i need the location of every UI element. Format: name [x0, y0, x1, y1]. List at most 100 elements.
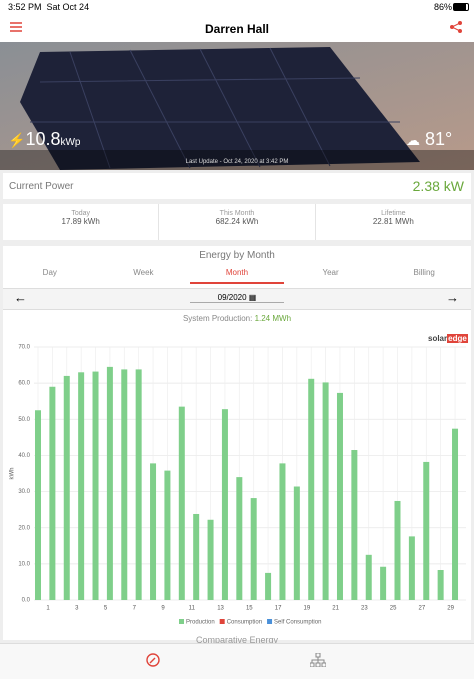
- tab[interactable]: Billing: [413, 268, 435, 277]
- x-tick-label: 27: [419, 606, 426, 612]
- x-tick-label: 29: [447, 606, 454, 612]
- bar: [336, 392, 343, 600]
- y-tick-label: 30.0: [18, 489, 30, 495]
- bar: [279, 463, 286, 600]
- layout-tab[interactable]: [310, 653, 326, 667]
- legend-label: Self Consumption: [274, 620, 321, 626]
- brand: solar: [428, 334, 448, 343]
- tab[interactable]: Week: [133, 268, 154, 277]
- stat: This Month 682.24 kWh: [158, 204, 314, 240]
- y-axis-label: kWh: [10, 468, 16, 480]
- bar: [135, 369, 142, 600]
- menu-icon[interactable]: [10, 22, 22, 32]
- x-tick-label: 5: [104, 606, 108, 612]
- bar: [265, 572, 272, 600]
- x-tick-label: 15: [246, 606, 253, 612]
- bar: [63, 375, 70, 600]
- tab[interactable]: Month: [190, 268, 284, 284]
- x-tick-label: 7: [133, 606, 137, 612]
- time: 3:52 PM: [8, 2, 42, 12]
- battery: 86%: [434, 2, 453, 12]
- brand-accent: edge: [447, 334, 468, 343]
- share-icon[interactable]: [450, 21, 462, 33]
- stat: Today 17.89 kWh: [3, 204, 158, 240]
- y-tick-label: 40.0: [18, 453, 30, 459]
- period-picker[interactable]: 09/2020 ▦: [190, 293, 284, 303]
- bar: [78, 372, 85, 600]
- x-tick-label: 23: [361, 606, 368, 612]
- bar: [423, 461, 430, 600]
- bar: [92, 371, 99, 600]
- hero-image: [0, 42, 474, 170]
- bar: [150, 463, 157, 600]
- bar: [408, 536, 415, 600]
- bar: [380, 566, 387, 600]
- current-power-value: 2.38 kW: [412, 178, 464, 194]
- x-tick-label: 9: [161, 606, 165, 612]
- stat-label: This Month: [219, 210, 255, 217]
- stat-label: Lifetime: [381, 210, 406, 217]
- tab[interactable]: Day: [42, 268, 57, 277]
- y-tick-label: 0.0: [22, 598, 31, 604]
- peak-unit: kWp: [60, 137, 81, 148]
- bar: [437, 570, 444, 600]
- system-production: System Production: 1.24 MWh: [0, 314, 474, 323]
- date: Sat Oct 24: [46, 2, 90, 12]
- production-label: System Production:: [182, 314, 253, 323]
- dashboard-tab[interactable]: [146, 653, 160, 667]
- last-update: Last Update - Oct 24, 2020 at 3:42 PM: [185, 159, 289, 165]
- legend-swatch: [219, 619, 225, 624]
- legend-label: Consumption: [227, 620, 262, 626]
- stat-value: 682.24 kWh: [215, 217, 259, 226]
- peak-power: ⚡10.8kWp: [8, 129, 81, 149]
- production-value: 1.24 MWh: [254, 314, 292, 323]
- bar: [236, 477, 243, 600]
- legend-label: Production: [186, 620, 215, 626]
- x-tick-label: 17: [275, 606, 282, 612]
- header-title: Darren Hall: [204, 22, 270, 36]
- y-tick-label: 50.0: [18, 417, 30, 423]
- stat: Lifetime 22.81 MWh: [314, 204, 471, 240]
- bar: [106, 366, 113, 600]
- stats-card: Today 17.89 kWh This Month 682.24 kWh Lifeti…: [3, 204, 471, 240]
- current-power-label: Current Power: [9, 181, 74, 192]
- weather: ☁ 81°: [406, 129, 453, 149]
- bar: [49, 386, 56, 600]
- peak-value: 10.8: [25, 129, 61, 149]
- bar: [121, 369, 128, 600]
- bar: [365, 554, 372, 600]
- bar: [351, 450, 358, 600]
- x-tick-label: 11: [189, 606, 196, 612]
- y-tick-label: 10.0: [18, 561, 30, 567]
- tab[interactable]: Year: [322, 268, 339, 277]
- bar: [164, 470, 171, 600]
- current-power-card: [3, 173, 471, 199]
- prev-arrow[interactable]: ←: [14, 290, 27, 305]
- next-arrow[interactable]: →: [446, 290, 459, 305]
- bar: [207, 519, 214, 600]
- x-tick-label: 1: [46, 606, 50, 612]
- bar: [293, 486, 300, 600]
- bar: [308, 378, 315, 600]
- legend-swatch: [267, 619, 273, 624]
- x-tick-label: 21: [332, 606, 339, 612]
- bar: [193, 513, 200, 600]
- period: 09/2020: [217, 293, 247, 302]
- bar: [394, 500, 401, 600]
- bar: [452, 428, 459, 600]
- battery-icon: [453, 3, 469, 11]
- y-tick-label: 70.0: [18, 345, 30, 351]
- stat-value: 22.81 MWh: [372, 217, 414, 226]
- stat-value: 17.89 kWh: [61, 217, 100, 226]
- top-area: [0, 0, 474, 42]
- energy-title: Energy by Month: [199, 250, 275, 261]
- tab-bar: [0, 643, 474, 679]
- tabs: Day Week Month Year Billing: [3, 268, 471, 284]
- date-nav: [3, 288, 471, 310]
- bar: [250, 498, 257, 600]
- brand-logo: solaredge: [428, 334, 468, 343]
- x-tick-label: 3: [75, 606, 79, 612]
- x-tick-label: 19: [303, 606, 310, 612]
